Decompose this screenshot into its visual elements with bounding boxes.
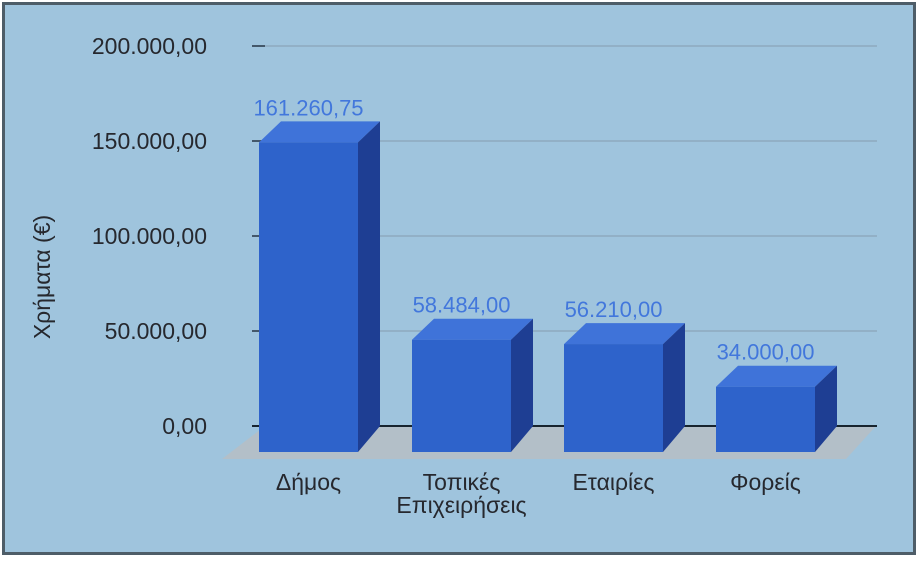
chart-floor-3d (222, 426, 876, 459)
y-tick-label: 150.000,00 (92, 128, 207, 154)
bar-front-face (716, 386, 815, 452)
bar-side-face (815, 365, 837, 452)
y-tick-label: 0,00 (162, 413, 207, 439)
bar-value-label: 58.484,00 (413, 293, 511, 318)
x-category-label: Δήμος (276, 469, 341, 495)
bar-side-face (663, 323, 685, 452)
bar-side-face (511, 318, 533, 452)
x-category-label: Φορείς (730, 469, 801, 495)
x-category-label: Εταιρίες (572, 469, 654, 495)
bar-top-face (716, 365, 837, 387)
bar-top-face (259, 121, 380, 143)
y-tick-label: 200.000,00 (92, 33, 207, 59)
bar-value-label: 161.260,75 (253, 95, 363, 120)
bar-front-face (412, 339, 511, 452)
y-tick-label: 50.000,00 (105, 318, 207, 344)
bar-value-label: 56.210,00 (565, 297, 663, 322)
bar-top-face (564, 323, 685, 345)
x-category-label: Επιχειρήσεις (396, 492, 526, 518)
y-tick-label: 100.000,00 (92, 223, 207, 249)
bar-value-label: 34.000,00 (717, 340, 815, 365)
bar-front-face (259, 142, 358, 452)
chart-border (2, 2, 916, 555)
x-category-label: Τοπικές (423, 469, 501, 495)
bar-top-face (412, 318, 533, 340)
bar-front-face (564, 344, 663, 452)
bar-side-face (358, 121, 380, 452)
y-axis-title: Χρήματα (€) (29, 215, 55, 339)
